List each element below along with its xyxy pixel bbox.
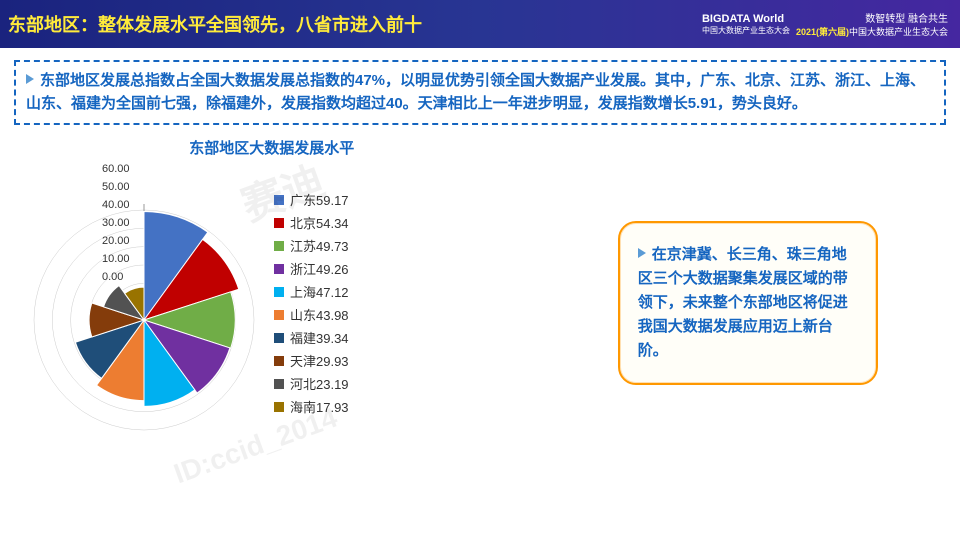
legend-item: 广东59.17 (274, 190, 349, 209)
legend-swatch (274, 310, 284, 320)
legend-label: 河北23.19 (290, 374, 349, 393)
slide-title: 东部地区：整体发展水平全国领先，八省市进入前十 (8, 11, 702, 37)
chart-legend: 广东59.17 北京54.34 江苏49.73 浙江49.26 上海47.12 山东43.… (274, 160, 349, 420)
radial-axis-labels: 60.0050.0040.0030.0020.0010.000.00 (102, 160, 130, 286)
summary-text: 东部地区发展总指数占全国大数据发展总指数的47%，以明显优势引领全国大数据产业发… (26, 70, 934, 115)
legend-label: 浙江49.26 (290, 259, 349, 278)
legend-label: 广东59.17 (290, 190, 349, 209)
legend-label: 江苏49.73 (290, 236, 349, 255)
logo-sub: 中国大数据产业生态大会 (702, 25, 790, 36)
legend-item: 福建39.34 (274, 328, 349, 347)
chart-area: 东部地区大数据发展水平 60.0050.0040.0030.0020.0010.… (14, 133, 529, 473)
legend-item: 海南17.93 (274, 397, 349, 416)
legend-swatch (274, 241, 284, 251)
pie-chart: 60.0050.0040.0030.0020.0010.000.00 (14, 160, 274, 440)
callout-text: 在京津冀、长三角、珠三角地区三个大数据聚集发展区域的带领下，未来整个东部地区将促… (638, 243, 858, 363)
axis-tick-label: 20.00 (102, 232, 130, 250)
legend-swatch (274, 195, 284, 205)
axis-tick-label: 60.00 (102, 160, 130, 178)
legend-item: 河北23.19 (274, 374, 349, 393)
logo-main: BIGDATA World (702, 13, 790, 25)
legend-item: 上海47.12 (274, 282, 349, 301)
legend-label: 山东43.98 (290, 305, 349, 324)
header-tagline-2: 2021(第六届)中国大数据产业生态大会 (796, 25, 948, 38)
legend-swatch (274, 356, 284, 366)
legend-item: 浙江49.26 (274, 259, 349, 278)
header-branding: BIGDATA World 中国大数据产业生态大会 数智转型 融合共生 2021… (702, 10, 952, 38)
legend-swatch (274, 264, 284, 274)
legend-swatch (274, 333, 284, 343)
axis-tick-label: 10.00 (102, 250, 130, 268)
legend-label: 福建39.34 (290, 328, 349, 347)
legend-item: 山东43.98 (274, 305, 349, 324)
axis-tick-label: 0.00 (102, 268, 130, 286)
bullet-icon (26, 74, 34, 84)
bullet-icon (638, 248, 646, 258)
callout-box: 在京津冀、长三角、珠三角地区三个大数据聚集发展区域的带领下，未来整个东部地区将促… (618, 221, 878, 385)
axis-tick-label: 30.00 (102, 214, 130, 232)
chart-title: 东部地区大数据发展水平 (189, 137, 354, 158)
legend-swatch (274, 379, 284, 389)
legend-item: 天津29.93 (274, 351, 349, 370)
slide-header: 东部地区：整体发展水平全国领先，八省市进入前十 BIGDATA World 中国… (0, 0, 960, 48)
legend-swatch (274, 287, 284, 297)
axis-tick-label: 50.00 (102, 178, 130, 196)
legend-label: 上海47.12 (290, 282, 349, 301)
legend-item: 北京54.34 (274, 213, 349, 232)
legend-label: 天津29.93 (290, 351, 349, 370)
legend-swatch (274, 402, 284, 412)
legend-label: 北京54.34 (290, 213, 349, 232)
legend-item: 江苏49.73 (274, 236, 349, 255)
axis-tick-label: 40.00 (102, 196, 130, 214)
summary-box: 东部地区发展总指数占全国大数据发展总指数的47%，以明显优势引领全国大数据产业发… (14, 60, 946, 125)
legend-swatch (274, 218, 284, 228)
legend-label: 海南17.93 (290, 397, 349, 416)
header-tagline-1: 数智转型 融合共生 (796, 10, 948, 25)
content-row: 东部地区大数据发展水平 60.0050.0040.0030.0020.0010.… (0, 133, 960, 473)
callout-area: 在京津冀、长三角、珠三角地区三个大数据聚集发展区域的带领下，未来整个东部地区将促… (549, 133, 946, 473)
